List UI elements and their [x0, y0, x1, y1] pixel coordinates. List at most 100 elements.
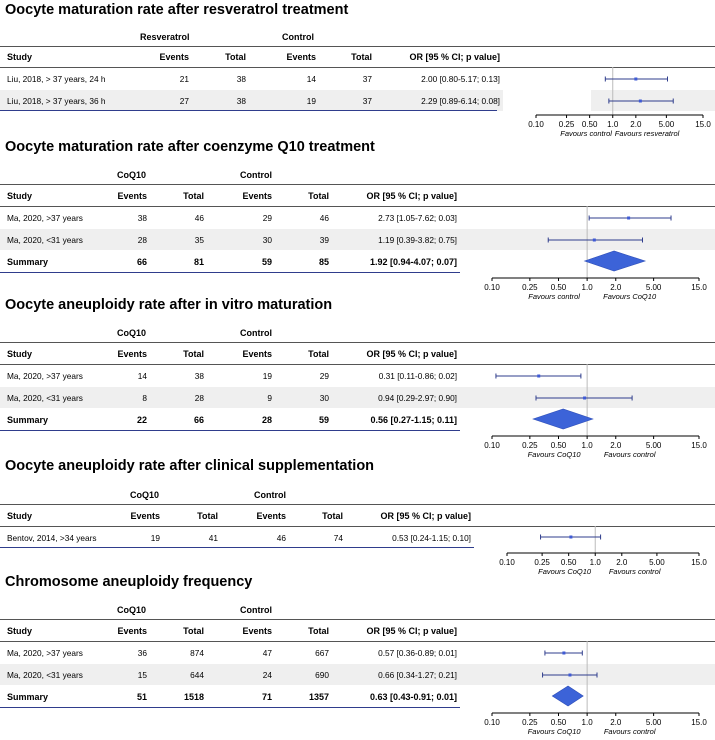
header-or-ci: OR [95 % CI; p value] — [366, 349, 457, 359]
events-1: 21 — [179, 74, 189, 84]
favours-right-label: Favours CoQ10 — [603, 292, 657, 301]
header-study: Study — [7, 52, 33, 62]
summary-or-ci: 0.56 [0.27-1.15; 0.11] — [370, 415, 457, 425]
group1-label: CoQ10 — [117, 170, 147, 180]
or-ci-value: 0.94 [0.29-2.97; 0.90] — [378, 393, 457, 403]
summary-label: Summary — [7, 692, 49, 702]
or-ci-value: 2.73 [1.05-7.62; 0.03] — [378, 213, 457, 223]
group1-label: CoQ10 — [117, 328, 147, 338]
header-total-2: Total — [308, 626, 329, 636]
x-tick-label: 0.10 — [484, 441, 500, 450]
total-1: 38 — [236, 74, 246, 84]
x-tick-label: 0.25 — [559, 120, 575, 129]
x-tick-label: 5.00 — [646, 718, 662, 727]
x-tick-label: 1.0 — [582, 283, 594, 292]
study-name: Ma, 2020, <31 years — [7, 235, 83, 245]
header-total-1: Total — [225, 52, 246, 62]
header-total-2: Total — [351, 52, 372, 62]
study-name: Ma, 2020, >37 years — [7, 371, 83, 381]
group1-label: CoQ10 — [117, 605, 147, 615]
summary-events-2: 59 — [261, 257, 272, 267]
events-2: 9 — [267, 393, 272, 403]
events-1: 8 — [142, 393, 147, 403]
header-study: Study — [7, 349, 33, 359]
row-shade — [0, 90, 503, 111]
x-tick-label: 0.50 — [551, 441, 567, 450]
events-1: 15 — [137, 670, 147, 680]
forest-plot-coq10-maturation: Oocyte maturation rate after coenzyme Q1… — [0, 139, 715, 309]
or-ci-value: 1.19 [0.39-3.82; 0.75] — [378, 235, 457, 245]
study-name: Ma, 2020, >37 years — [7, 648, 83, 658]
header-total-1: Total — [183, 191, 204, 201]
total-1: 41 — [208, 533, 218, 543]
total-1: 38 — [236, 96, 246, 106]
events-1: 14 — [137, 371, 147, 381]
header-total-2: Total — [322, 511, 343, 521]
forest-plot-area: 0.10 0.25 0.50 1.0 2.0 5.00 15.0 Favours CoQ10 F… — [484, 364, 707, 459]
x-tick-label: 15.0 — [691, 558, 707, 567]
x-tick-label: 0.25 — [522, 441, 538, 450]
header-events-1: Events — [117, 626, 147, 636]
or-ci-value: 0.53 [0.24-1.15; 0.10] — [392, 533, 471, 543]
chart-title: Chromosome aneuploidy frequency — [5, 574, 253, 590]
total-1: 46 — [194, 213, 204, 223]
group2-label: Control — [254, 490, 286, 500]
group2-label: Control — [240, 328, 272, 338]
favours-right-label: Favours control — [609, 567, 661, 576]
x-tick-label: 0.25 — [522, 718, 538, 727]
header-rule-bottom — [0, 67, 715, 68]
total-1: 38 — [194, 371, 204, 381]
summary-events-2: 71 — [261, 692, 272, 702]
header-or-ci: OR [95 % CI; p value] — [366, 626, 457, 636]
group2-label: Control — [240, 605, 272, 615]
total-2: 29 — [319, 371, 329, 381]
x-tick-label: 2.0 — [610, 283, 622, 292]
group2-label: Control — [282, 32, 314, 42]
total-1: 35 — [194, 235, 204, 245]
header-total-1: Total — [183, 349, 204, 359]
summary-total-1: 81 — [193, 257, 204, 267]
study-name: Bentov, 2014, >34 years — [7, 533, 97, 543]
events-2: 30 — [262, 235, 272, 245]
x-tick-label: 0.50 — [551, 283, 567, 292]
header-study: Study — [7, 511, 33, 521]
forest-plot-area: 0.10 0.25 0.50 1.0 2.0 5.00 15.0 Favours CoQ10 F… — [484, 641, 707, 736]
x-tick-label: 2.0 — [630, 120, 642, 129]
summary-total-1: 1518 — [183, 692, 204, 702]
point-estimate — [568, 673, 572, 677]
header-total-2: Total — [308, 349, 329, 359]
events-2: 19 — [306, 96, 316, 106]
x-tick-label: 0.50 — [561, 558, 577, 567]
favours-left-label: Favours CoQ10 — [528, 450, 582, 459]
forest-plot-area: 0.10 0.25 0.50 1.0 2.0 5.00 15.0 Favours contro… — [528, 67, 711, 138]
header-total-2: Total — [308, 191, 329, 201]
study-name: Ma, 2020, <31 years — [7, 393, 83, 403]
summary-diamond — [532, 408, 594, 430]
study-name: Ma, 2020, <31 years — [7, 670, 83, 680]
total-1: 28 — [194, 393, 204, 403]
chart-title: Oocyte maturation rate after coenzyme Q1… — [5, 139, 375, 155]
favours-left-label: Favours CoQ10 — [528, 727, 582, 736]
header-events-2: Events — [242, 191, 272, 201]
favours-left-label: Favours CoQ10 — [538, 567, 592, 576]
events-2: 24 — [262, 670, 272, 680]
chart-title: Oocyte maturation rate after resveratrol… — [5, 2, 349, 18]
total-2: 74 — [333, 533, 343, 543]
favours-left-label: Favours control — [528, 292, 580, 301]
summary-total-1: 66 — [193, 415, 204, 425]
header-events-2: Events — [242, 349, 272, 359]
header-rule-top — [0, 46, 715, 47]
summary-or-ci: 0.63 [0.43-0.91; 0.01] — [369, 692, 457, 702]
table-bottom-rule — [0, 272, 460, 273]
header-events-1: Events — [159, 52, 189, 62]
row-shade — [0, 229, 715, 250]
header-total-1: Total — [183, 626, 204, 636]
point-estimate — [569, 535, 573, 539]
x-tick-label: 2.0 — [610, 718, 622, 727]
summary-events-1: 51 — [136, 692, 147, 702]
events-1: 28 — [137, 235, 147, 245]
x-tick-label: 1.0 — [582, 718, 594, 727]
point-estimate — [638, 99, 642, 103]
chart-title: Oocyte aneuploidy rate after in vitro ma… — [5, 297, 333, 313]
x-tick-label: 5.00 — [646, 283, 662, 292]
